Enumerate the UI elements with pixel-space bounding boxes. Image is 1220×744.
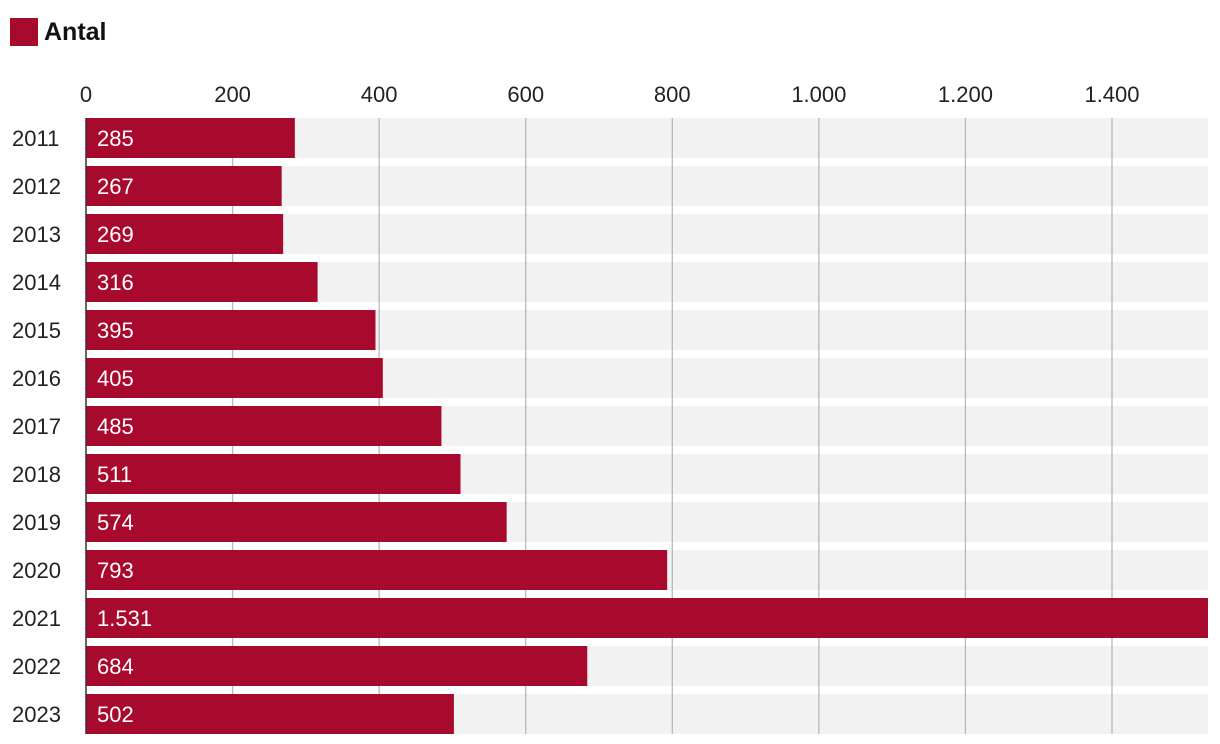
bar-value-label: 511 <box>97 462 132 487</box>
bar <box>86 310 376 350</box>
bar-value-label: 316 <box>97 270 134 295</box>
bar-value-label: 502 <box>97 702 134 727</box>
bar <box>86 166 282 206</box>
y-category-label: 2015 <box>12 318 61 343</box>
x-tick-label: 1.400 <box>1084 82 1139 107</box>
bar-value-label: 1.531 <box>97 606 152 631</box>
y-category-label: 2013 <box>12 222 61 247</box>
chart-legend: Antal <box>10 18 107 46</box>
y-category-label: 2012 <box>12 174 61 199</box>
bar-value-label: 485 <box>97 414 134 439</box>
bar <box>86 358 383 398</box>
x-tick-label: 800 <box>654 82 691 107</box>
bar <box>86 406 442 446</box>
bar <box>86 550 668 590</box>
x-axis-ticks: 0 200 400 600 800 1.000 1.200 1.400 <box>80 82 1140 107</box>
bar <box>86 598 1208 638</box>
bar-value-label: 684 <box>97 654 134 679</box>
bar <box>86 214 284 254</box>
bar <box>86 454 461 494</box>
x-tick-label: 0 <box>80 82 92 107</box>
bar <box>86 694 454 734</box>
y-category-label: 2014 <box>12 270 61 295</box>
bar <box>86 118 295 158</box>
bars: 285 267 269 316 395 405 485 511 574 793 1.531 684 50… <box>86 118 1208 734</box>
bar <box>86 646 588 686</box>
x-tick-label: 1.200 <box>938 82 993 107</box>
y-category-label: 2021 <box>12 606 61 631</box>
bar <box>86 502 507 542</box>
y-category-label: 2019 <box>12 510 61 535</box>
x-tick-label: 1.000 <box>791 82 846 107</box>
x-tick-label: 400 <box>361 82 398 107</box>
bar-value-label: 395 <box>97 318 134 343</box>
bar-value-label: 269 <box>97 222 134 247</box>
x-tick-label: 600 <box>507 82 544 107</box>
y-category-label: 2020 <box>12 558 61 583</box>
legend-swatch <box>10 18 38 46</box>
y-category-label: 2018 <box>12 462 61 487</box>
y-category-label: 2011 <box>12 126 59 151</box>
y-category-label: 2022 <box>12 654 61 679</box>
x-tick-label: 200 <box>214 82 251 107</box>
bar-value-label: 793 <box>97 558 134 583</box>
bar-value-label: 267 <box>97 174 134 199</box>
bar-value-label: 574 <box>97 510 134 535</box>
bar <box>86 262 318 302</box>
bar-value-label: 285 <box>97 126 134 151</box>
bar-value-label: 405 <box>97 366 134 391</box>
y-category-label: 2023 <box>12 702 61 727</box>
legend-label: Antal <box>44 17 107 46</box>
y-category-label: 2016 <box>12 366 61 391</box>
y-category-label: 2017 <box>12 414 61 439</box>
y-axis-categories: 2011 2012 2013 2014 2015 2016 2017 2018 2019 2020… <box>12 126 61 727</box>
